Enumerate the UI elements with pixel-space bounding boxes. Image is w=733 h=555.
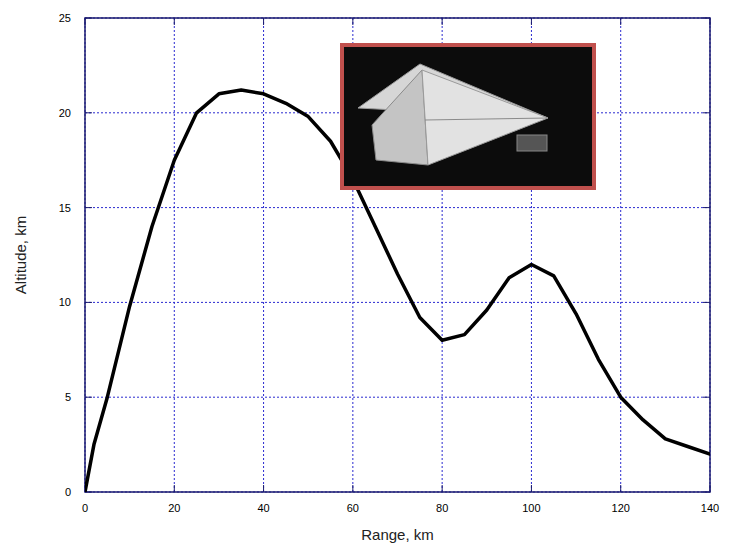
plane-body	[372, 70, 428, 165]
y-grid-line	[85, 207, 710, 208]
x-tick	[263, 18, 264, 25]
x-tick-label: 120	[612, 502, 630, 514]
inset-photo	[342, 45, 594, 188]
x-tick-label: 140	[701, 502, 719, 514]
plane-stand	[517, 135, 547, 151]
x-grid-line	[263, 18, 264, 492]
x-tick	[710, 18, 711, 25]
y-grid-line	[85, 302, 710, 303]
y-axis-title: Altitude, km	[12, 216, 29, 294]
y-tick	[85, 302, 92, 303]
y-tick	[703, 207, 710, 208]
x-tick	[442, 485, 443, 492]
y-tick-label: 0	[65, 486, 71, 498]
x-tick-label: 0	[82, 502, 88, 514]
x-tick	[174, 18, 175, 25]
x-tick-label: 100	[522, 502, 540, 514]
x-axis-title: Range, km	[361, 526, 434, 543]
plane-nose	[422, 70, 548, 165]
y-tick-label: 5	[65, 391, 71, 403]
x-tick	[620, 18, 621, 25]
x-tick	[263, 485, 264, 492]
y-tick-label: 15	[59, 202, 71, 214]
y-tick	[85, 18, 92, 19]
y-tick	[703, 397, 710, 398]
x-tick	[352, 485, 353, 492]
x-tick	[85, 18, 86, 25]
y-tick	[703, 492, 710, 493]
y-tick-label: 10	[59, 296, 71, 308]
y-tick-label: 20	[59, 107, 71, 119]
x-tick	[174, 485, 175, 492]
x-grid-line	[174, 18, 175, 492]
y-tick	[85, 112, 92, 113]
x-tick	[620, 485, 621, 492]
inset-frame	[342, 45, 594, 188]
y-tick	[703, 112, 710, 113]
chart: 0 20 40 60 80 100 120 140 0 5 10 15 20 25 Range, km Alt…	[0, 0, 733, 555]
y-tick	[85, 397, 92, 398]
y-tick	[85, 207, 92, 208]
plane-fold	[425, 118, 548, 120]
plot-frame	[85, 18, 710, 492]
x-tick	[442, 18, 443, 25]
x-tick	[352, 18, 353, 25]
x-tick	[531, 485, 532, 492]
x-tick	[531, 18, 532, 25]
x-tick	[710, 485, 711, 492]
x-tick-label: 20	[168, 502, 180, 514]
x-grid-line	[620, 18, 621, 492]
y-tick-label: 25	[59, 12, 71, 24]
x-tick-label: 80	[436, 502, 448, 514]
x-tick-label: 60	[347, 502, 359, 514]
y-grid-line	[85, 397, 710, 398]
y-tick	[703, 302, 710, 303]
x-tick-label: 40	[257, 502, 269, 514]
y-tick	[703, 18, 710, 19]
